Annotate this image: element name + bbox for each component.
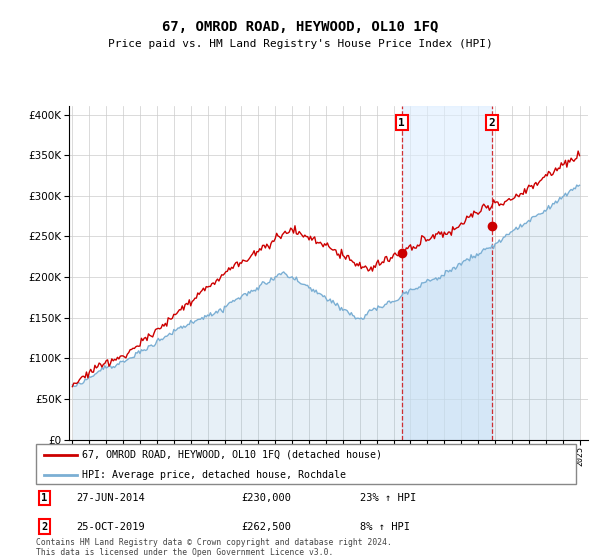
Text: 1: 1: [398, 118, 405, 128]
Text: 2: 2: [41, 522, 47, 532]
Text: 8% ↑ HPI: 8% ↑ HPI: [360, 522, 410, 532]
Text: 25-OCT-2019: 25-OCT-2019: [77, 522, 145, 532]
Text: 67, OMROD ROAD, HEYWOOD, OL10 1FQ: 67, OMROD ROAD, HEYWOOD, OL10 1FQ: [162, 20, 438, 34]
Text: 2: 2: [488, 118, 495, 128]
Text: 23% ↑ HPI: 23% ↑ HPI: [360, 493, 416, 503]
Text: Contains HM Land Registry data © Crown copyright and database right 2024.
This d: Contains HM Land Registry data © Crown c…: [36, 538, 392, 557]
Text: Price paid vs. HM Land Registry's House Price Index (HPI): Price paid vs. HM Land Registry's House …: [107, 39, 493, 49]
Text: £262,500: £262,500: [241, 522, 291, 532]
Bar: [402, 106, 492, 440]
FancyBboxPatch shape: [36, 444, 576, 484]
Text: £230,000: £230,000: [241, 493, 291, 503]
Text: 27-JUN-2014: 27-JUN-2014: [77, 493, 145, 503]
Text: 67, OMROD ROAD, HEYWOOD, OL10 1FQ (detached house): 67, OMROD ROAD, HEYWOOD, OL10 1FQ (detac…: [82, 450, 382, 460]
Text: HPI: Average price, detached house, Rochdale: HPI: Average price, detached house, Roch…: [82, 470, 346, 480]
Text: 1: 1: [41, 493, 47, 503]
